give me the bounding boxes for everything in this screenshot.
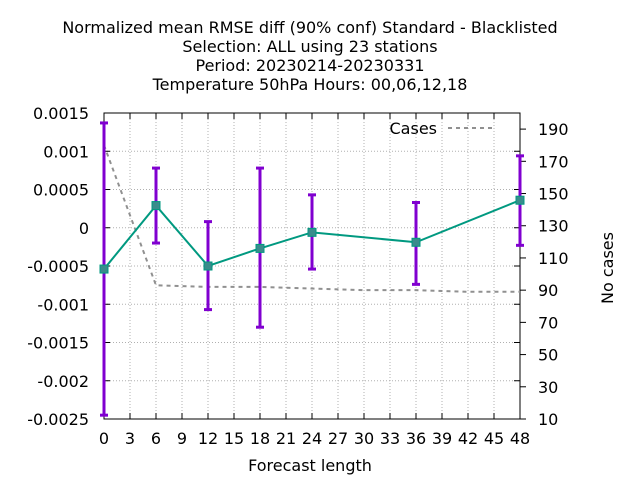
rmse-diff-series bbox=[99, 121, 525, 417]
x-axis-label: Forecast length bbox=[248, 456, 372, 475]
y2-axis: 190 170 150 130 110 90 70 50 30 10 bbox=[520, 120, 569, 429]
title-line: Normalized mean RMSE diff (90% conf) Sta… bbox=[62, 18, 557, 37]
y2-axis-label: No cases bbox=[598, 232, 617, 304]
title-line: Period: 20230214-20230331 bbox=[195, 56, 424, 75]
cases-series bbox=[103, 144, 520, 293]
chart-title: Normalized mean RMSE diff (90% conf) Sta… bbox=[62, 18, 557, 94]
y2-tick-label: 130 bbox=[538, 217, 569, 236]
x-tick-label: 6 bbox=[151, 429, 161, 448]
data-point bbox=[203, 261, 213, 271]
y-tick-label: -0.002 bbox=[37, 372, 89, 391]
data-point bbox=[515, 195, 525, 205]
x-tick-label: 15 bbox=[224, 429, 244, 448]
title-line: Temperature 50hPa Hours: 00,06,12,18 bbox=[152, 75, 468, 94]
y-tick-label: -0.001 bbox=[37, 295, 89, 314]
y-tick-label: 0 bbox=[79, 219, 89, 238]
y2-tick-label: 50 bbox=[538, 346, 558, 365]
x-tick-label: 36 bbox=[406, 429, 426, 448]
x-tick-label: 39 bbox=[432, 429, 452, 448]
y-tick-label: 0.001 bbox=[43, 142, 89, 161]
legend: Cases bbox=[390, 119, 496, 138]
x-tick-label: 0 bbox=[99, 429, 109, 448]
x-tick-label: 42 bbox=[458, 429, 478, 448]
x-tick-label: 21 bbox=[276, 429, 296, 448]
legend-label-cases: Cases bbox=[390, 119, 438, 138]
x-tick-label: 30 bbox=[354, 429, 374, 448]
y2-tick-label: 190 bbox=[538, 120, 569, 139]
y2-tick-label: 150 bbox=[538, 185, 569, 204]
cases-line bbox=[103, 144, 520, 293]
data-point bbox=[151, 201, 161, 211]
y2-tick-label: 170 bbox=[538, 152, 569, 171]
y-tick-label: 0.0015 bbox=[33, 104, 89, 123]
y-axis: 0.0015 0.001 0.0005 0 -0.0005 -0.001 -0.0015 -0… bbox=[27, 104, 520, 429]
x-tick-label: 3 bbox=[125, 429, 135, 448]
y2-tick-label: 30 bbox=[538, 378, 558, 397]
data-point bbox=[411, 237, 421, 247]
x-tick-label: 33 bbox=[380, 429, 400, 448]
y2-tick-label: 90 bbox=[538, 281, 558, 300]
x-tick-label: 24 bbox=[302, 429, 322, 448]
data-point bbox=[307, 227, 317, 237]
x-tick-label: 18 bbox=[250, 429, 270, 448]
y2-tick-label: 110 bbox=[538, 249, 569, 268]
y-tick-label: 0.0005 bbox=[33, 181, 89, 200]
x-tick-label: 48 bbox=[510, 429, 530, 448]
x-tick-label: 27 bbox=[328, 429, 348, 448]
y-tick-label: -0.0015 bbox=[27, 334, 89, 353]
x-axis: 0 3 6 9 12 15 18 21 24 27 30 33 36 39 42 45 48 bbox=[99, 113, 530, 448]
title-line: Selection: ALL using 23 stations bbox=[182, 37, 437, 56]
y-tick-label: -0.0005 bbox=[27, 257, 89, 276]
x-tick-label: 45 bbox=[484, 429, 504, 448]
data-point bbox=[99, 264, 109, 274]
y-tick-label: -0.0025 bbox=[27, 410, 89, 429]
y2-tick-label: 10 bbox=[538, 410, 558, 429]
x-tick-label: 12 bbox=[198, 429, 218, 448]
x-tick-label: 9 bbox=[177, 429, 187, 448]
data-point bbox=[255, 243, 265, 253]
y2-tick-label: 70 bbox=[538, 313, 558, 332]
